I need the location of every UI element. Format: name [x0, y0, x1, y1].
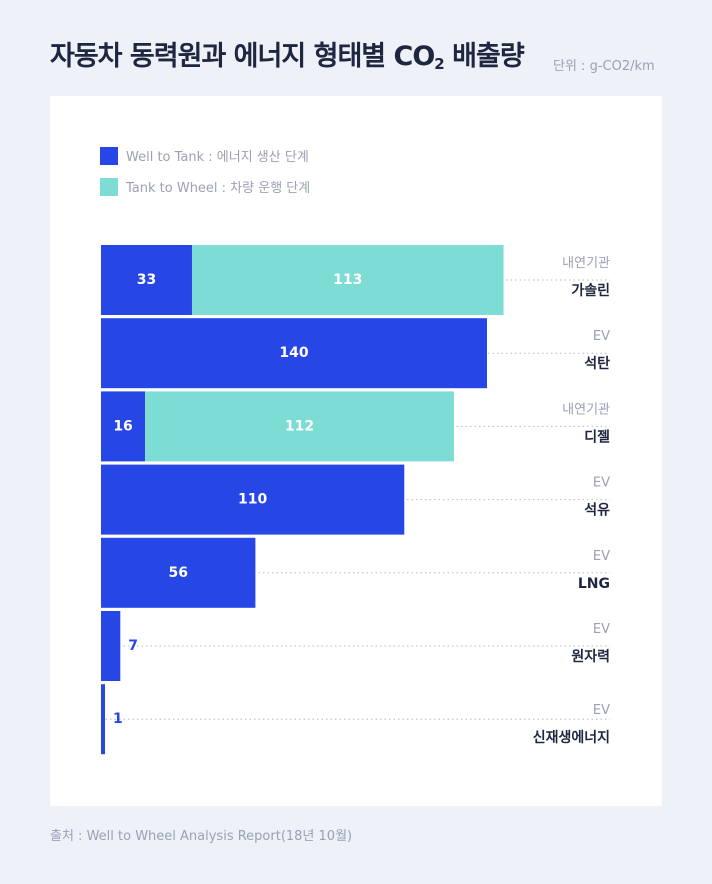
bar-well-to-tank [101, 391, 146, 462]
category-type-label: EV [593, 329, 610, 344]
data-label-well-to-tank: 33 [137, 272, 156, 288]
bar-well-to-tank [101, 611, 121, 681]
category-type-label: EV [593, 549, 610, 564]
data-label-well-to-tank: 140 [279, 345, 308, 361]
bar-tank-to-wheel [145, 391, 454, 462]
bar-well-to-tank [101, 245, 192, 315]
bar-well-to-tank [101, 464, 405, 535]
data-label-tank-to-wheel: 112 [285, 418, 314, 434]
data-label-well-to-tank: 1 [113, 711, 123, 727]
chart-title-suffix: 배출량 [443, 41, 525, 72]
category-label: 신재생에너지 [533, 730, 610, 746]
data-label-well-to-tank: 110 [238, 492, 267, 508]
category-label: 석유 [584, 503, 610, 519]
category-type-label: EV [593, 622, 610, 637]
bar-tank-to-wheel [191, 245, 504, 315]
category-type-label: EV [593, 703, 610, 718]
data-label-well-to-tank: 16 [113, 418, 132, 434]
data-label-well-to-tank: 56 [168, 565, 187, 581]
bar-well-to-tank [101, 684, 105, 755]
legend-swatch-tank-to-wheel [100, 177, 118, 196]
category-label: 가솔린 [571, 282, 610, 299]
category-label: LNG [578, 576, 610, 592]
category-label: 디젤 [584, 429, 610, 445]
chart-card: Well to Tank : 에너지 생산 단계 Tank to Wheel :… [50, 96, 662, 806]
legend-label-well-to-tank: Well to Tank : 에너지 생산 단계 [126, 150, 309, 165]
category-type-label: 내연기관 [562, 256, 610, 271]
bar-well-to-tank [101, 537, 256, 608]
category-type-label: EV [593, 476, 610, 491]
data-label-well-to-tank: 7 [128, 638, 138, 654]
chart-title-main: 자동차 동력원과 에너지 형태별 CO [50, 41, 435, 72]
legend-swatch-well-to-tank [100, 146, 118, 165]
legend-item-well-to-tank: Well to Tank : 에너지 생산 단계 [100, 146, 309, 165]
category-type-label: 내연기관 [562, 402, 610, 417]
unit-label: 단위 : g-CO2/km [553, 59, 655, 74]
legend-label-tank-to-wheel: Tank to Wheel : 차량 운행 단계 [126, 181, 311, 196]
legend-item-tank-to-wheel: Tank to Wheel : 차량 운행 단계 [100, 177, 310, 196]
chart-title: 자동차 동력원과 에너지 형태별 CO2 배출량 [50, 34, 525, 73]
category-label: 원자력 [571, 649, 610, 665]
bar-well-to-tank [101, 318, 487, 389]
source-note: 출처 : Well to Wheel Analysis Report(18년 1… [50, 829, 353, 844]
chart-title-subscript: 2 [434, 55, 444, 73]
data-label-tank-to-wheel: 113 [333, 272, 362, 288]
category-label: 석탄 [584, 355, 610, 372]
